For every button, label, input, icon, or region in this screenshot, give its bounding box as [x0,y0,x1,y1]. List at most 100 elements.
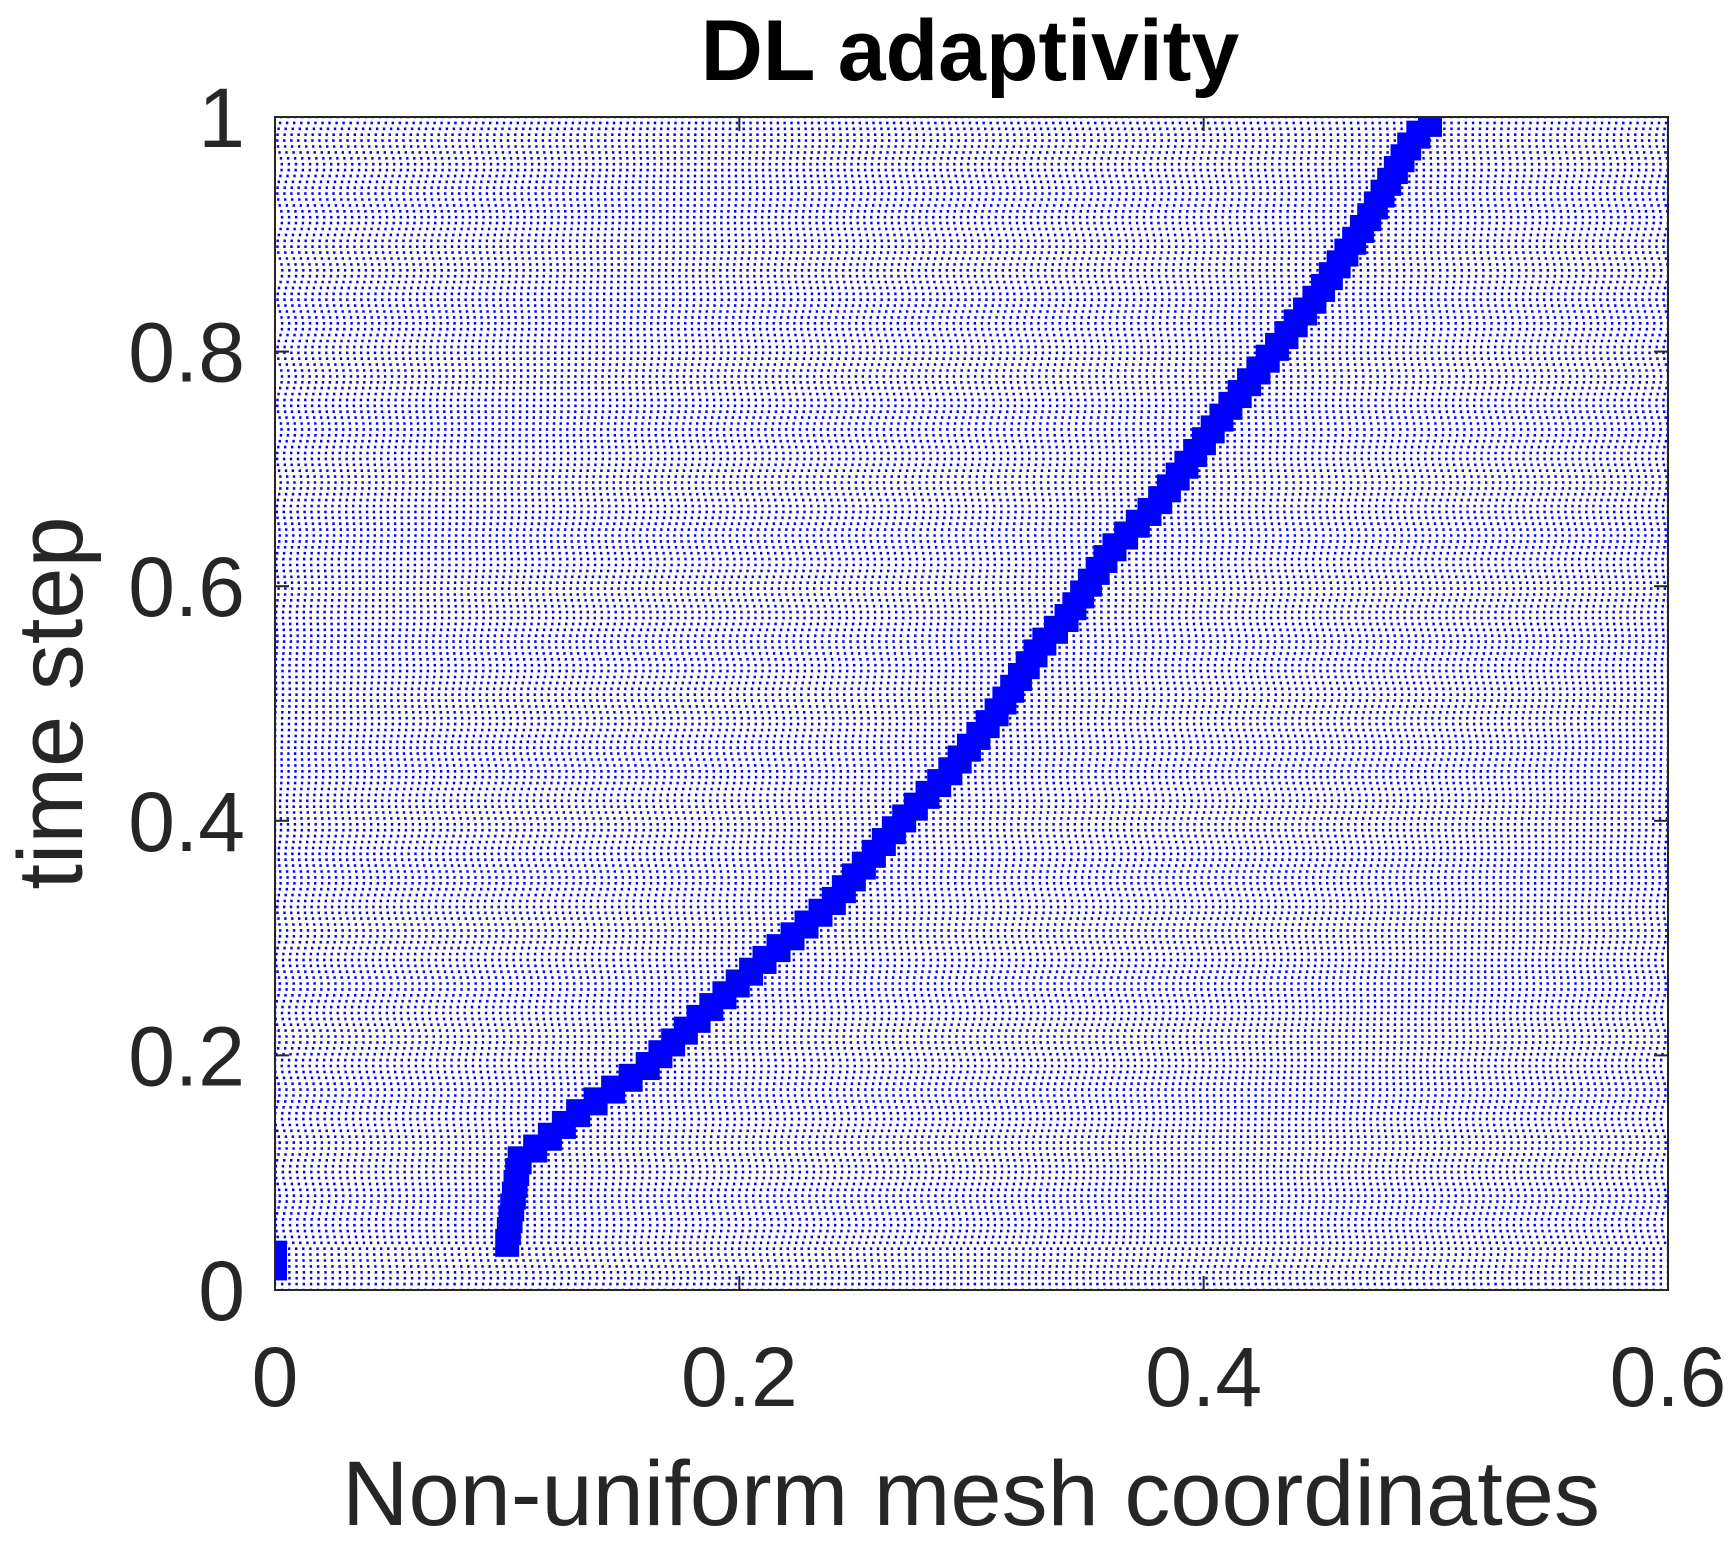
mesh-row-points [280,274,1668,278]
mesh-row-points [279,386,1668,390]
mesh-row-points [277,587,1668,590]
mesh-row-points [275,1023,1665,1026]
mesh-row-points [281,322,1668,325]
y-axis: 0 0.2 0.4 0.6 0.8 1 [128,71,1668,1338]
mesh-row-points [275,846,1667,850]
mesh-row-points [275,923,1667,926]
mesh-row-points [275,1253,1668,1256]
mesh-row-points [275,976,1667,979]
y-tick-label: 0 [198,1244,245,1338]
mesh-row-points [277,357,1668,360]
x-tick-label: 0 [252,1330,299,1424]
mesh-row-points [279,422,1668,425]
refinement-cluster-point [275,1240,287,1269]
mesh-row-points [277,127,1668,131]
mesh-row-points [275,1029,1666,1032]
mesh-row-points [275,952,1664,956]
mesh-row-points [275,905,1665,909]
mesh-row-points [275,1094,1667,1097]
mesh-row-points [275,988,1667,991]
mesh-row-points [279,227,1668,231]
mesh-row-points [275,569,1668,573]
mesh-row-points [275,1229,1664,1233]
mesh-row-points [276,634,1668,637]
scatter-series [275,117,1668,1290]
mesh-row-points [275,999,1665,1003]
mesh-row-points [275,699,1668,702]
mesh-row-points [275,1241,1667,1245]
mesh-row-points [280,263,1668,266]
mesh-row-points [275,1011,1663,1015]
mesh-row-points [275,557,1668,561]
mesh-row-points [275,628,1668,632]
mesh-row-points [275,1218,1664,1221]
mesh-row-points [275,834,1668,838]
mesh-row-points [275,1200,1667,1203]
mesh-row-points [275,1117,1663,1121]
mesh-row-points [277,469,1668,472]
mesh-row-points [275,817,1668,820]
mesh-row-points [275,940,1667,944]
mesh-row-points [279,481,1668,484]
mesh-row-points [275,982,1667,985]
mesh-row-points [275,716,1668,720]
mesh-row-points [279,174,1668,178]
mesh-row-points [276,451,1668,455]
mesh-row-points [275,929,1668,932]
mesh-row-points [276,351,1668,355]
mesh-row-points [275,1047,1666,1050]
mesh-row-points [275,1176,1664,1180]
mesh-row-points [278,257,1668,260]
y-tick-label: 0.8 [128,306,245,400]
mesh-row-points [275,1235,1665,1239]
mesh-row-points [275,510,1668,514]
mesh-row-points [278,492,1668,496]
mesh-row-points [275,1041,1667,1044]
mesh-row-points [280,168,1668,172]
chart-title: DL adaptivity [701,3,1240,99]
mesh-row-points [280,327,1668,331]
plot-area-frame [274,116,1669,1291]
mesh-row-points [275,711,1668,714]
mesh-row-points [276,404,1668,408]
mesh-row-points [275,775,1668,779]
mesh-row-points [275,781,1668,785]
mesh-row-points [275,1153,1666,1156]
mesh-row-points [275,669,1668,673]
x-tick-label: 0.2 [681,1330,798,1424]
mesh-row-points [275,1159,1665,1162]
mesh-row-points [275,893,1667,897]
mesh-row-points [278,416,1668,419]
mesh-row-points [280,428,1668,431]
mesh-row-points [276,575,1668,579]
x-axis-label: Non-uniform mesh coordinates [342,1443,1600,1542]
mesh-row-points [281,269,1668,272]
mesh-row-points [275,882,1668,885]
y-tick-label: 1 [198,71,245,165]
mesh-row-points [278,151,1668,154]
mesh-row-points [276,139,1668,142]
mesh-row-points [275,1017,1663,1021]
y-tick-label: 0.4 [128,775,245,869]
mesh-row-points [276,498,1668,502]
mesh-row-points [275,964,1664,968]
mesh-row-points [275,1058,1663,1062]
mesh-row-points [276,551,1668,555]
mesh-row-points [275,1070,1663,1074]
mesh-row-points [275,1188,1667,1192]
mesh-row-points [277,339,1668,343]
mesh-row-points [275,1282,1668,1286]
mesh-row-points [275,1271,1668,1274]
mesh-row-points [278,310,1668,313]
mesh-row-points [275,1265,1668,1268]
y-tick-label: 0.6 [128,540,245,634]
y-tick-label: 0.2 [128,1009,245,1103]
mesh-row-points [275,1064,1662,1068]
mesh-row-points [275,1076,1665,1080]
mesh-row-points [275,646,1668,649]
mesh-row-points [275,1223,1663,1227]
mesh-row-points [280,381,1668,384]
mesh-row-points [275,1082,1666,1085]
mesh-row-points [275,852,1667,856]
mesh-row-points [276,245,1668,248]
